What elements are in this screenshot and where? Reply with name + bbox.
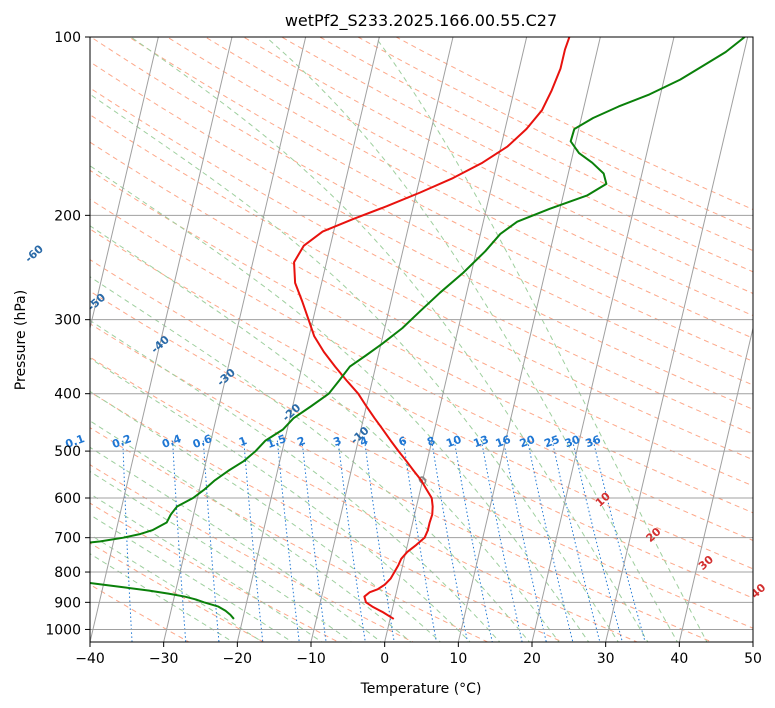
y-tick-label: 600 — [54, 491, 81, 507]
dry-adiabat — [90, 61, 753, 410]
mixing-ratio-label: 4 — [358, 434, 370, 449]
y-tick-label: 900 — [54, 595, 81, 611]
x-tick-label: −10 — [296, 651, 326, 667]
mixing-ratio-line — [572, 440, 623, 642]
x-tick-label: 30 — [597, 651, 615, 667]
isotherm-line — [531, 37, 675, 642]
mixing-ratio-label: 0.6 — [191, 432, 214, 451]
y-tick-label: 800 — [54, 565, 81, 581]
moist-adiabat — [90, 420, 412, 642]
profile-series — [90, 37, 746, 620]
dry-adiabat — [128, 37, 753, 362]
isotherm-line — [384, 37, 528, 642]
mixing-ratio-label: 36 — [584, 433, 603, 451]
mixing-ratio-label: 8 — [425, 434, 437, 449]
chart-title: wetPf2_S233.2025.166.00.55.C27 — [285, 11, 557, 31]
dry-adiabat — [242, 37, 753, 294]
mixing-ratio-label: 0.2 — [110, 432, 133, 451]
y-tick-label: 700 — [54, 531, 81, 547]
isotherm-line — [310, 37, 454, 642]
dry-adiabat — [90, 391, 564, 642]
isotherm-line — [90, 37, 159, 331]
temperature-profile — [293, 37, 571, 620]
x-axis-title: Temperature (°C) — [360, 681, 482, 697]
plot-area — [90, 37, 753, 642]
x-tick-label: −20 — [223, 651, 253, 667]
mixing-ratio-label: 16 — [494, 433, 513, 451]
y-axis-title: Pressure (hPa) — [13, 290, 29, 390]
mixing-ratio-line — [551, 440, 601, 642]
dry-adiabat — [90, 169, 753, 514]
mixing-ratio-line — [402, 440, 437, 642]
mixing-ratio-label: 0.1 — [64, 432, 87, 451]
moist-adiabat — [90, 514, 293, 642]
dewpoint-profile — [90, 37, 746, 620]
mixing-ratio-line — [592, 440, 646, 642]
isotherm-line — [236, 37, 380, 642]
dry-adiabat — [318, 37, 753, 252]
isotherm-line — [605, 37, 749, 642]
mixing-ratio-label: 6 — [397, 434, 409, 449]
mixing-ratio-label: 0.4 — [160, 432, 183, 451]
y-tick-label: 100 — [54, 30, 81, 46]
y-tick-label: 400 — [54, 387, 81, 403]
mixing-ratio-label: 25 — [542, 433, 561, 450]
isotherm-line — [163, 37, 307, 642]
y-tick-label: 300 — [54, 313, 81, 329]
plot-frame — [89, 36, 754, 643]
moist-adiabat — [90, 493, 323, 642]
mixing-ratio-line — [453, 440, 493, 642]
moist-adiabat — [90, 319, 501, 642]
moist-adiabat — [90, 225, 560, 642]
y-tick-label: 1000 — [45, 622, 81, 638]
dry-adiabat — [90, 323, 714, 642]
mixing-ratio-label: 20 — [518, 433, 537, 451]
x-tick-label: −40 — [75, 651, 105, 667]
x-tick-label: 50 — [744, 651, 762, 667]
moist-adiabat — [90, 357, 471, 642]
y-axis: 100 200 300 400 500 600 700 800 900 1000 — [45, 30, 90, 638]
mixing-ratio-label: 1 — [237, 434, 249, 449]
dry-adiabat — [90, 502, 340, 642]
mixing-ratio-label: 30 — [563, 433, 582, 451]
dry-adiabat — [90, 427, 489, 642]
mixing-ratio-label: 2 — [295, 434, 307, 449]
y-tick-label: 200 — [54, 208, 81, 224]
mixing-ratio-lines — [122, 440, 646, 642]
moist-adiabat — [90, 165, 590, 642]
mixing-ratio-label: 10 — [444, 433, 463, 451]
mixing-ratio-line — [431, 440, 469, 642]
dry-adiabat — [90, 114, 753, 461]
x-tick-label: 10 — [449, 651, 467, 667]
dry-adiabat — [395, 37, 753, 211]
x-tick-label: 40 — [670, 651, 688, 667]
background-line-labels: 0.10.20.40.611.52346810131620253036-100-… — [22, 242, 768, 601]
dry-adiabat — [90, 290, 753, 629]
x-axis: −40 −30 −20 −10 0 10 20 30 40 50 — [75, 642, 762, 667]
x-tick-label: 0 — [380, 651, 389, 667]
isotherm-line — [678, 325, 753, 642]
isotherms-and-isobars — [90, 37, 753, 642]
mixing-ratio-label: 13 — [472, 433, 491, 450]
dry-adiabats — [90, 37, 753, 642]
dry-adiabat — [166, 37, 753, 339]
dry-adiabat — [90, 259, 753, 599]
x-tick-label: 20 — [523, 651, 541, 667]
mixing-ratio-line — [480, 440, 523, 642]
x-tick-label: −30 — [149, 651, 179, 667]
moist-adiabat — [90, 93, 619, 642]
moist-adiabat — [90, 390, 442, 642]
mixing-ratio-line — [527, 440, 574, 642]
mixing-ratio-label: 3 — [332, 434, 344, 449]
isotherm-line — [90, 37, 233, 642]
y-tick-label: 500 — [54, 444, 81, 460]
